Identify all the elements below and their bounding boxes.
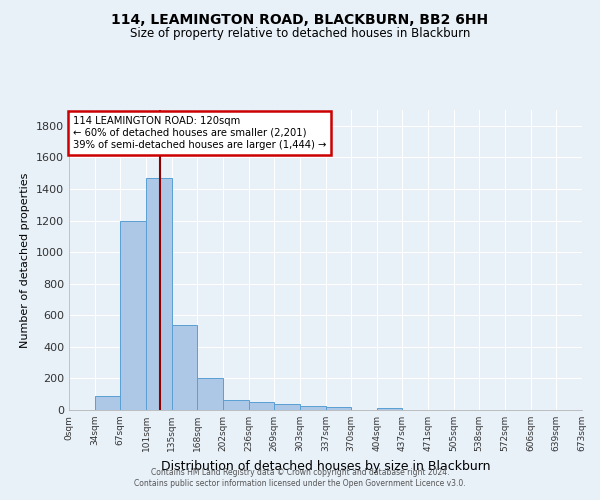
Bar xyxy=(249,402,274,410)
X-axis label: Distribution of detached houses by size in Blackburn: Distribution of detached houses by size … xyxy=(161,460,490,472)
Bar xyxy=(223,400,249,410)
Bar xyxy=(300,406,326,410)
Text: Contains HM Land Registry data © Crown copyright and database right 2024.
Contai: Contains HM Land Registry data © Crown c… xyxy=(134,468,466,487)
Text: 114, LEAMINGTON ROAD, BLACKBURN, BB2 6HH: 114, LEAMINGTON ROAD, BLACKBURN, BB2 6HH xyxy=(112,12,488,26)
Text: 114 LEAMINGTON ROAD: 120sqm
← 60% of detached houses are smaller (2,201)
39% of : 114 LEAMINGTON ROAD: 120sqm ← 60% of det… xyxy=(73,116,326,150)
Bar xyxy=(172,324,197,410)
Bar xyxy=(326,407,351,410)
Bar xyxy=(377,408,402,410)
Bar xyxy=(95,396,120,410)
Bar xyxy=(146,178,172,410)
Bar xyxy=(120,220,146,410)
Text: Size of property relative to detached houses in Blackburn: Size of property relative to detached ho… xyxy=(130,28,470,40)
Bar xyxy=(197,378,223,410)
Bar xyxy=(274,404,300,410)
Y-axis label: Number of detached properties: Number of detached properties xyxy=(20,172,31,348)
